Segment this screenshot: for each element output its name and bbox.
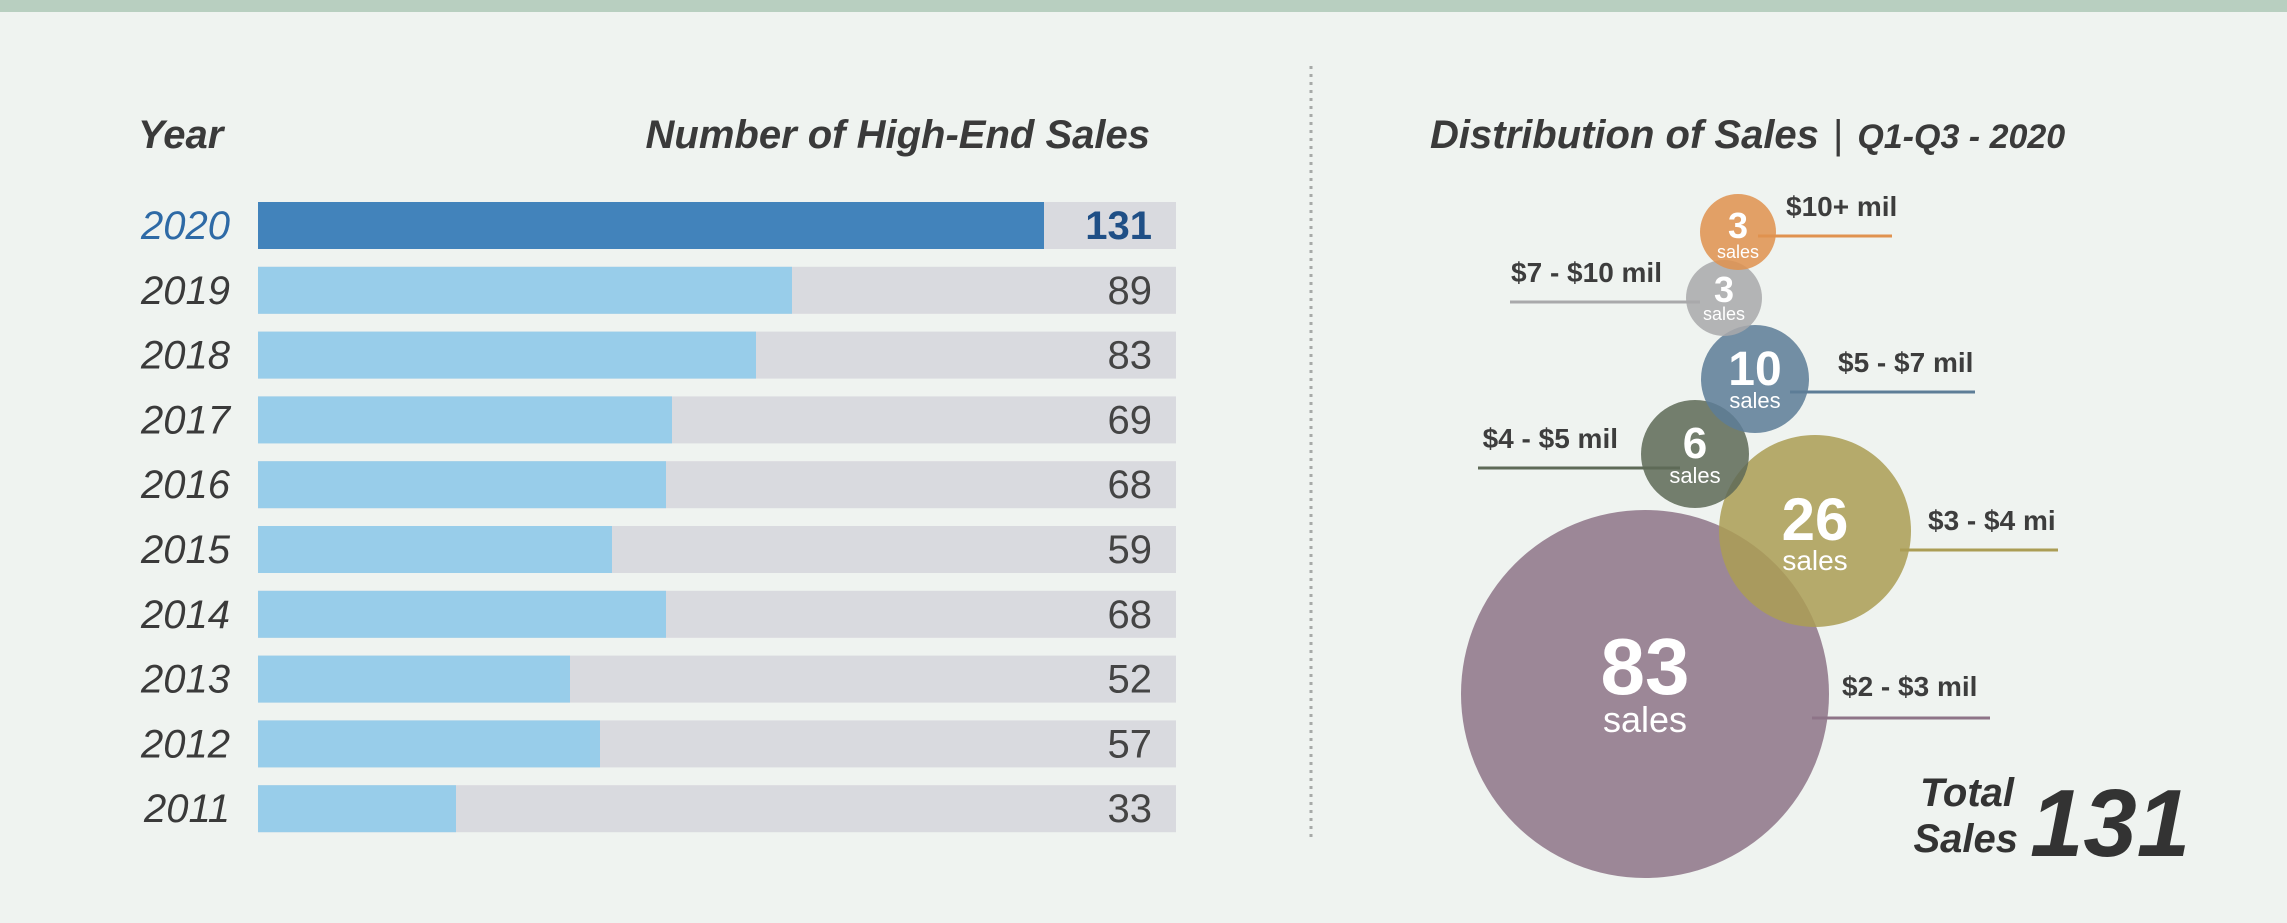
bubble-unit-3: sales <box>1669 463 1720 488</box>
bubble-unit-4: sales <box>1782 545 1847 576</box>
value-label-2015: 59 <box>1108 528 1153 572</box>
value-label-2019: 89 <box>1108 269 1153 313</box>
year-label-2019: 2019 <box>140 269 230 313</box>
total-label-line1: Total <box>1920 771 2015 815</box>
bar-2020 <box>258 202 1044 249</box>
bubble-3 <box>1641 400 1749 508</box>
distribution-title-text: Distribution of Sales <box>1430 113 1819 157</box>
bubble-5 <box>1461 510 1829 878</box>
year-label-2018: 2018 <box>140 334 231 378</box>
bar-2012 <box>258 720 600 768</box>
bar-2019 <box>258 266 792 314</box>
bar-2018 <box>258 331 756 379</box>
bar-2013 <box>258 655 570 703</box>
distribution-period: Q1-Q3 - 2020 <box>1857 118 2065 156</box>
range-label-1: $7 - $10 mil <box>1511 257 1662 288</box>
year-label-2016: 2016 <box>140 463 231 507</box>
range-label-5: $2 - $3 mil <box>1842 671 1977 702</box>
year-label-2013: 2013 <box>140 658 230 702</box>
range-label-2: $5 - $7 mil <box>1838 347 1973 378</box>
value-label-2012: 57 <box>1108 722 1153 766</box>
bubble-unit-0: sales <box>1717 242 1759 262</box>
range-label-3: $4 - $5 mil <box>1483 423 1618 454</box>
total-label-line2: Sales <box>1913 817 2018 861</box>
year-label-2014: 2014 <box>140 593 230 637</box>
top-accent-band <box>0 0 2287 12</box>
bar-2017 <box>258 396 672 444</box>
bubble-count-2: 10 <box>1728 343 1781 396</box>
total-value: 131 <box>2030 770 2190 877</box>
value-label-2017: 69 <box>1108 398 1153 442</box>
value-label-2016: 68 <box>1108 463 1153 507</box>
bar-2016 <box>258 461 666 509</box>
bar-chart: 2020 131 2019 89 2018 83 2017 69 2016 68 2015 59 201… <box>140 202 1176 833</box>
value-label-2018: 83 <box>1108 334 1153 378</box>
bubble-count-4: 26 <box>1782 486 1849 553</box>
bar-2011 <box>258 785 456 833</box>
bubble-count-0: 3 <box>1728 205 1748 246</box>
distribution-title: Distribution of Sales | Q1-Q3 - 2020 <box>1430 113 2065 157</box>
bubble-1 <box>1686 260 1762 336</box>
year-label-2015: 2015 <box>140 528 231 572</box>
title-separator: | <box>1833 113 1843 157</box>
year-label-2011: 2011 <box>143 787 230 831</box>
bar-2015 <box>258 526 612 573</box>
bubble-count-5: 83 <box>1601 622 1690 711</box>
year-label-2020: 2020 <box>140 204 230 248</box>
value-label-2020: 131 <box>1085 204 1152 248</box>
bubble-unit-5: sales <box>1603 699 1687 740</box>
bubble-count-1: 3 <box>1714 269 1734 310</box>
bubble-4 <box>1719 435 1911 627</box>
value-label-2013: 52 <box>1108 658 1153 702</box>
bubble-2 <box>1701 325 1809 433</box>
value-label-2011: 33 <box>1108 787 1153 831</box>
year-label-2017: 2017 <box>140 398 232 442</box>
year-header: Year <box>138 113 226 157</box>
bar-2014 <box>258 590 666 638</box>
range-label-0: $10+ mil <box>1786 191 1897 222</box>
bubble-unit-2: sales <box>1729 388 1780 413</box>
bubble-unit-1: sales <box>1703 304 1745 324</box>
bubble-0 <box>1700 194 1776 270</box>
sales-header: Number of High-End Sales <box>646 113 1151 157</box>
value-label-2014: 68 <box>1108 593 1153 637</box>
range-label-4: $3 - $4 mi <box>1928 505 2056 536</box>
year-label-2012: 2012 <box>140 722 230 766</box>
bubble-count-3: 6 <box>1683 419 1707 468</box>
